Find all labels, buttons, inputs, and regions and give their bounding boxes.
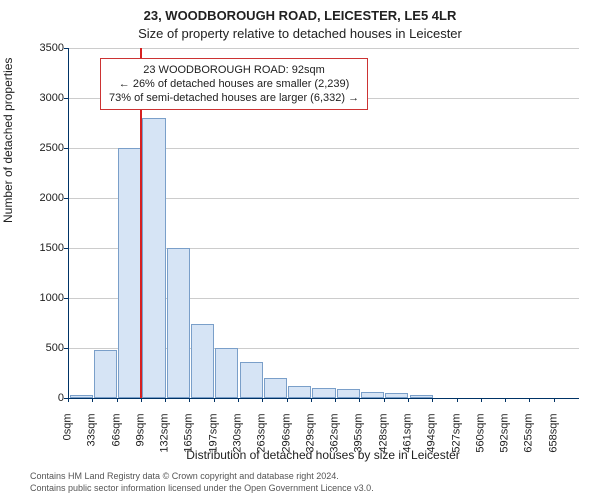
histogram-bar [312,388,335,398]
histogram-bar [94,350,117,398]
histogram-bar [142,118,165,398]
x-tick-mark [384,398,385,402]
x-tick-mark [189,398,190,402]
x-tick-mark [505,398,506,402]
x-tick-label: 33sqm [87,414,98,464]
x-tick-mark [408,398,409,402]
x-tick-mark [68,398,69,402]
y-tick-mark [64,48,68,49]
chart-title-line2: Size of property relative to detached ho… [0,26,600,41]
x-tick-mark [311,398,312,402]
histogram-bar [385,393,408,398]
x-tick-label: 230sqm [233,414,244,464]
x-tick-mark [432,398,433,402]
x-tick-mark [165,398,166,402]
histogram-bar [240,362,263,398]
annotation-line: ← 26% of detached houses are smaller (2,… [109,77,359,91]
gridline-h [69,48,579,49]
y-tick-label: 1500 [4,243,64,254]
footer-line1: Contains HM Land Registry data © Crown c… [30,470,374,482]
y-tick-label: 500 [4,343,64,354]
x-tick-mark [238,398,239,402]
x-tick-label: 527sqm [451,414,462,464]
x-tick-mark [117,398,118,402]
chart-container: 23, WOODBOROUGH ROAD, LEICESTER, LE5 4LR… [0,0,600,500]
x-tick-mark [529,398,530,402]
x-tick-mark [92,398,93,402]
x-tick-mark [335,398,336,402]
x-tick-label: 263sqm [257,414,268,464]
histogram-bar [410,395,433,398]
y-tick-label: 2000 [4,193,64,204]
x-tick-label: 99sqm [135,414,146,464]
y-tick-mark [64,98,68,99]
x-tick-mark [457,398,458,402]
x-tick-label: 461sqm [403,414,414,464]
x-tick-label: 625sqm [524,414,535,464]
x-tick-mark [287,398,288,402]
y-tick-mark [64,298,68,299]
x-tick-label: 66sqm [111,414,122,464]
histogram-bar [70,395,93,398]
annotation-line: 23 WOODBOROUGH ROAD: 92sqm [109,63,359,77]
histogram-bar [167,248,190,398]
y-tick-label: 3500 [4,43,64,54]
x-tick-label: 362sqm [330,414,341,464]
x-tick-label: 592sqm [500,414,511,464]
x-tick-mark [141,398,142,402]
x-tick-mark [214,398,215,402]
histogram-bar [191,324,214,398]
x-tick-label: 428sqm [378,414,389,464]
x-tick-label: 165sqm [184,414,195,464]
x-tick-label: 132sqm [160,414,171,464]
y-tick-label: 1000 [4,293,64,304]
x-tick-label: 494sqm [427,414,438,464]
y-tick-mark [64,248,68,249]
annotation-line: 73% of semi-detached houses are larger (… [109,91,359,105]
chart-title-line1: 23, WOODBOROUGH ROAD, LEICESTER, LE5 4LR [0,8,600,23]
x-tick-label: 296sqm [281,414,292,464]
footer-line2: Contains public sector information licen… [30,482,374,494]
y-tick-mark [64,198,68,199]
histogram-bar [118,148,141,398]
histogram-bar [337,389,360,398]
x-tick-label: 560sqm [475,414,486,464]
y-tick-label: 3000 [4,93,64,104]
histogram-bar [264,378,287,398]
x-tick-label: 0sqm [63,414,74,464]
x-tick-mark [481,398,482,402]
x-tick-label: 658sqm [548,414,559,464]
x-tick-label: 329sqm [305,414,316,464]
x-tick-label: 197sqm [208,414,219,464]
y-tick-label: 0 [4,393,64,404]
y-tick-mark [64,148,68,149]
histogram-bar [361,392,384,398]
histogram-bar [288,386,311,398]
annotation-box: 23 WOODBOROUGH ROAD: 92sqm ← 26% of deta… [100,58,368,110]
x-tick-mark [554,398,555,402]
histogram-bar [215,348,238,398]
x-tick-label: 395sqm [354,414,365,464]
y-tick-mark [64,348,68,349]
y-tick-label: 2500 [4,143,64,154]
x-tick-mark [262,398,263,402]
footer: Contains HM Land Registry data © Crown c… [30,470,374,494]
x-tick-mark [359,398,360,402]
